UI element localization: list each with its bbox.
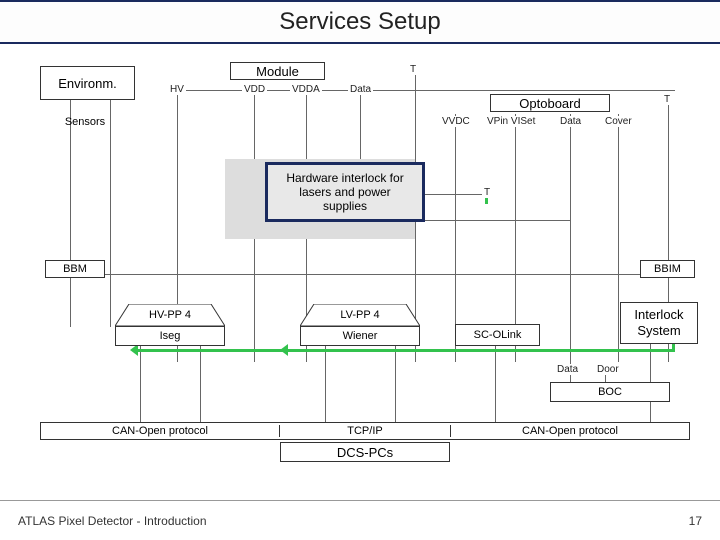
t: HV-PP 4	[149, 309, 191, 321]
text: DCS-PCs	[337, 445, 393, 460]
node-boc: BOC	[550, 382, 670, 402]
proto-can-right: CAN-Open protocol	[451, 425, 689, 437]
node-interlock-system: Interlock System	[620, 302, 698, 344]
t: CAN-Open protocol	[112, 425, 208, 437]
footer: ATLAS Pixel Detector - Introduction 17	[0, 500, 720, 540]
text: BBM	[63, 263, 87, 275]
node-environm: Environm.	[40, 66, 135, 100]
text: SC-OLink	[474, 329, 522, 341]
label-t2: T	[662, 94, 672, 105]
proto-tcpip: TCP/IP	[280, 425, 451, 437]
node-module: Module	[230, 62, 325, 80]
node-bbim: BBIM	[640, 260, 695, 278]
text: Wiener	[343, 330, 378, 342]
text: Hardware interlock for lasers and power …	[278, 171, 412, 213]
node-dcs-pcs: DCS-PCs	[280, 442, 450, 462]
diagram-canvas: Data Door Environm. Sensors Module Optob…	[0, 44, 720, 500]
label-vpinviset: VPin VISet	[485, 116, 537, 127]
label-t1: T	[408, 64, 418, 75]
label-door: Door	[595, 364, 621, 375]
text: Iseg	[160, 330, 181, 342]
label-cover: Cover	[603, 116, 634, 127]
footer-left: ATLAS Pixel Detector - Introduction	[18, 514, 207, 528]
node-hardware-interlock: Hardware interlock for lasers and power …	[265, 162, 425, 222]
label-vvdc: VVDC	[440, 116, 472, 127]
text: BBIM	[654, 263, 681, 275]
label-vdda: VDDA	[290, 84, 322, 95]
proto-can-left: CAN-Open protocol	[41, 425, 280, 437]
t: TCP/IP	[347, 425, 382, 437]
node-wiener: Wiener	[300, 326, 420, 346]
label-vdd: VDD	[242, 84, 267, 95]
text: BOC	[598, 386, 622, 398]
text: Module	[256, 64, 299, 79]
t: LV-PP 4	[340, 309, 379, 321]
title-bar: Services Setup	[0, 0, 720, 44]
node-sensors: Sensors	[55, 114, 115, 130]
page-title: Services Setup	[279, 8, 440, 36]
node-scolink: SC-OLink	[455, 324, 540, 346]
protocol-bar: CAN-Open protocol TCP/IP CAN-Open protoc…	[40, 422, 690, 440]
node-bbm: BBM	[45, 260, 105, 278]
label-data3: Data	[555, 364, 580, 375]
text-lvpp4: LV-PP 4	[300, 306, 420, 324]
arrowhead-icon	[280, 344, 288, 356]
text-hvpp4: HV-PP 4	[115, 306, 225, 324]
footer-right: 17	[689, 514, 702, 528]
text: Optoboard	[519, 96, 580, 111]
label-data2: Data	[558, 116, 583, 127]
text: Interlock System	[625, 307, 693, 338]
label-t3: T	[482, 187, 492, 198]
node-iseg: Iseg	[115, 326, 225, 346]
t: CAN-Open protocol	[522, 425, 618, 437]
label-data1: Data	[348, 84, 373, 95]
node-optoboard: Optoboard	[490, 94, 610, 112]
text: Sensors	[65, 116, 105, 128]
text: Environm.	[58, 76, 117, 91]
label-hv: HV	[168, 84, 186, 95]
